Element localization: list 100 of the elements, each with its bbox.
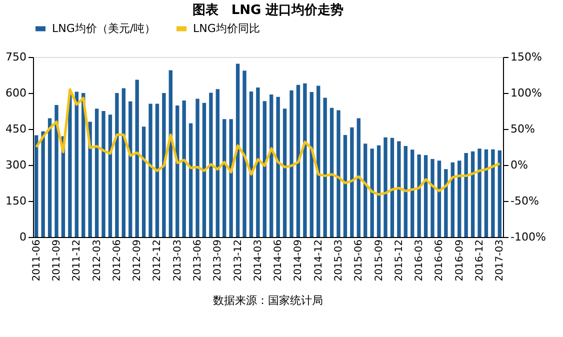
bar <box>370 148 374 237</box>
bar <box>196 98 200 237</box>
y-tick-label: 0 <box>20 230 26 244</box>
bar <box>376 145 381 237</box>
bar <box>256 87 260 237</box>
x-tick-label: 2015-03 <box>334 240 344 282</box>
bar <box>464 153 468 237</box>
chart-title: 图表 LNG 进口均价走势 <box>192 2 344 18</box>
bar <box>410 150 414 237</box>
bar <box>296 84 300 237</box>
bar <box>88 122 92 237</box>
bar <box>249 92 254 237</box>
bar <box>48 118 52 237</box>
y2-tick-label: -50% <box>510 194 539 208</box>
x-tick-label: 2012-12 <box>152 240 164 282</box>
bar <box>276 96 280 237</box>
bar <box>310 92 314 237</box>
x-tick-label: 2016-06 <box>434 240 446 282</box>
bar <box>108 114 112 237</box>
bar <box>384 137 388 237</box>
bar <box>478 148 482 237</box>
bar <box>323 98 327 237</box>
bar <box>216 89 220 237</box>
bar <box>282 108 287 237</box>
bar <box>437 160 442 237</box>
bar <box>128 101 132 237</box>
y-tick-label: 150 <box>6 194 26 208</box>
line-series <box>35 88 501 196</box>
bar <box>54 105 58 237</box>
bar <box>364 144 368 237</box>
bar <box>188 123 193 237</box>
x-tick-label: 2015-06 <box>354 240 365 282</box>
x-tick-label: 2013-06 <box>192 240 204 282</box>
x-tick-label: 2016-12 <box>474 240 486 282</box>
x-tick-label: 2015-12 <box>394 240 405 282</box>
x-tick-label: 2015-09 <box>374 240 385 282</box>
y2-tick-label: 150% <box>510 50 542 64</box>
bar <box>162 93 166 237</box>
x-tick-label: 2011-09 <box>52 240 62 282</box>
y2-tick-label: 0% <box>510 158 528 172</box>
bar <box>41 131 45 237</box>
bar <box>222 119 226 237</box>
x-tick-label: 2013-03 <box>172 240 184 282</box>
x-tick-label: 2013-09 <box>212 240 224 282</box>
bar <box>356 118 360 237</box>
x-tick-label: 2012-06 <box>112 240 123 282</box>
bar <box>424 155 428 237</box>
bar <box>491 149 495 237</box>
y-tick-label: 450 <box>6 122 26 136</box>
bar <box>242 70 246 237</box>
bar <box>176 105 180 237</box>
y2-tick-label: 100% <box>510 86 542 100</box>
x-tick-label: 2011-12 <box>72 240 83 282</box>
bar <box>444 169 448 237</box>
bar <box>498 150 502 237</box>
bar <box>343 135 348 237</box>
x-tick-label: 2012-09 <box>132 240 144 282</box>
bar <box>484 149 488 237</box>
bar <box>290 90 294 237</box>
bar <box>102 111 106 237</box>
bar <box>336 110 340 237</box>
bar <box>122 88 126 237</box>
bar <box>236 64 240 237</box>
bar <box>74 92 78 237</box>
x-tick-label: 2013-12 <box>232 240 244 282</box>
x-tick-label: 2014-09 <box>293 240 304 282</box>
bar <box>68 94 72 237</box>
source-note: 数据来源：国家统计局 <box>213 294 323 307</box>
bar <box>34 135 38 237</box>
x-tick-label: 2017-03 <box>494 240 506 282</box>
bar <box>262 101 266 237</box>
x-tick-label: 2014-03 <box>252 240 264 282</box>
y2-tick-label: -100% <box>510 230 546 244</box>
y-tick-label: 600 <box>6 86 26 100</box>
bar <box>450 162 454 237</box>
bar <box>94 108 99 237</box>
x-tick-label: 2014-06 <box>273 240 284 282</box>
bar <box>417 154 421 237</box>
bar <box>202 102 206 237</box>
bar <box>350 127 354 237</box>
bar <box>209 92 213 237</box>
bar <box>142 126 146 237</box>
bar <box>390 138 394 237</box>
x-tick-label: 2016-09 <box>454 240 466 282</box>
legend-label: LNG均价同比 <box>193 22 260 35</box>
bar <box>229 119 233 237</box>
bar <box>155 104 160 237</box>
y-tick-label: 300 <box>6 158 26 172</box>
y-tick-label: 750 <box>6 50 26 64</box>
bar <box>404 146 408 237</box>
bar <box>458 160 462 237</box>
x-tick-label: 2016-03 <box>414 240 426 282</box>
bar <box>182 100 186 237</box>
x-tick-label: 2011-06 <box>31 240 42 282</box>
bar <box>303 83 307 237</box>
bar <box>115 93 119 237</box>
bar <box>430 159 434 237</box>
bar <box>470 151 475 237</box>
y2-tick-label: 50% <box>510 122 535 136</box>
bar <box>148 104 152 237</box>
